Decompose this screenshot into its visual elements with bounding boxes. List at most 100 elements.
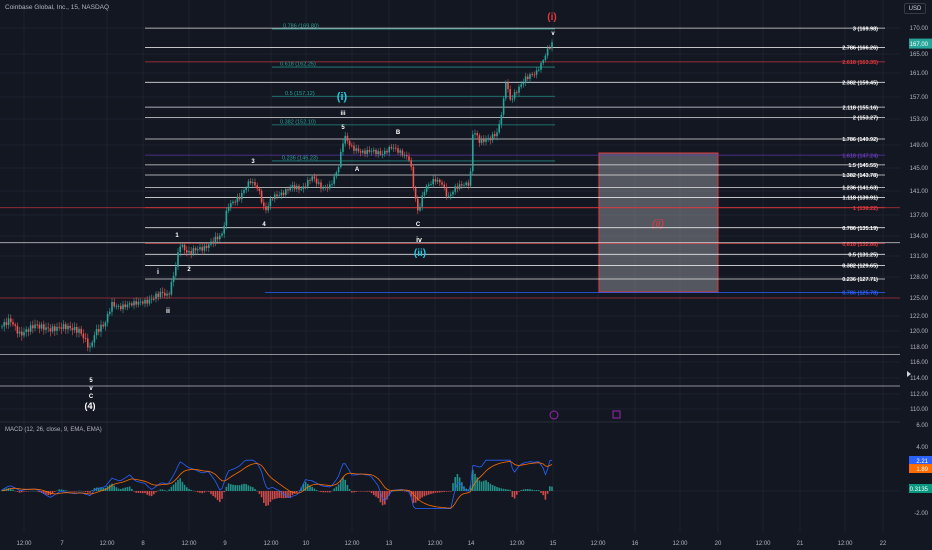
price-axis[interactable]: 170.00 165.00 161.00 157.00 153.00 149.00 145.… (909, 26, 932, 517)
macd-histogram-bar (205, 491, 208, 492)
candle-body (58, 326, 60, 328)
macd-histogram-bar (478, 480, 481, 491)
event-marker-icon[interactable] (549, 410, 559, 420)
candle-body (186, 250, 188, 253)
candle-body (241, 192, 243, 200)
macd-histogram-bar (117, 488, 120, 491)
macd-value-label: 2.21 (916, 459, 928, 465)
candle-body (128, 303, 131, 305)
last-price-label: 167.00 (910, 42, 929, 48)
time-tick-label: 12:00 (99, 541, 115, 547)
macd-histogram-bar (505, 489, 507, 491)
candle-body (36, 324, 38, 326)
macd-histogram-bar (282, 491, 285, 499)
wave-label: (i) (547, 12, 556, 23)
macd-tick-label: 6.00 (916, 423, 928, 429)
candle-body (285, 189, 287, 195)
candle-body (304, 186, 307, 188)
candle-body (309, 179, 311, 181)
macd-histogram-bar (531, 489, 533, 491)
time-tick-label: 12:00 (344, 541, 360, 547)
macd-histogram-bar (278, 491, 280, 498)
macd-histogram-bar (524, 489, 527, 491)
price-tick-label: 110.00 (910, 407, 929, 413)
wave-label: iii (340, 111, 345, 117)
candle-body (410, 160, 412, 167)
macd-histogram-bar (522, 489, 525, 491)
macd-histogram-bar (434, 491, 437, 493)
wave-label: B (396, 130, 401, 136)
fib-extension-label: 2 (153.27) (853, 116, 878, 122)
event-flag-icon[interactable] (612, 410, 621, 419)
fib-retracement-label: 0.786 (135.19) (842, 226, 878, 232)
candle-body (326, 186, 329, 189)
candle-body (230, 203, 232, 208)
scroll-right-icon[interactable] (907, 371, 911, 377)
macd-histogram-bar (216, 491, 219, 501)
macd-histogram-bar (144, 491, 146, 494)
candle-body (434, 179, 437, 182)
candle-body (89, 346, 91, 348)
macd-histogram-bar (421, 491, 423, 498)
macd-histogram-bar (430, 491, 432, 494)
candle-body (318, 182, 320, 184)
macd-histogram-bar (223, 491, 225, 493)
macd-histogram-bar (373, 491, 375, 496)
candle-body (199, 247, 201, 250)
macd-histogram-bar (386, 491, 388, 500)
candle-body (201, 247, 203, 251)
candle-body (93, 335, 96, 343)
macd-histogram-bar (166, 490, 168, 492)
macd-histogram-bar (322, 491, 324, 493)
price-tick-label: 118.00 (910, 345, 929, 351)
macd-histogram-bar (469, 485, 472, 491)
macd-histogram-bar (357, 491, 360, 492)
macd-histogram-bar (535, 489, 538, 491)
macd-histogram-bar (51, 491, 54, 494)
price-tick-label: 170.00 (910, 26, 929, 32)
macd-histogram-bar (111, 483, 113, 491)
candle-body (142, 301, 144, 304)
candle-body (478, 135, 481, 143)
macd-histogram-bar (425, 491, 428, 496)
macd-histogram-bar (324, 491, 327, 493)
currency-button[interactable]: USD (904, 3, 926, 14)
candle-body (489, 137, 492, 141)
candle-body (21, 331, 23, 336)
macd-histogram-bar (388, 491, 390, 496)
candle-body (245, 188, 247, 191)
macd-histogram-bar (458, 477, 461, 491)
price-tick-label: 141.00 (910, 189, 929, 195)
candle-body (342, 143, 344, 152)
macd-histogram-bar (190, 489, 192, 491)
candle-body (106, 313, 109, 323)
macd-value-label: 0.3135 (910, 487, 929, 493)
candle-body (399, 150, 401, 153)
fib-extension-label: 2.382 (159.45) (842, 81, 878, 87)
macd-histogram-bar (58, 489, 60, 491)
price-tick-label: 122.00 (910, 314, 929, 320)
macd-histogram-bar (340, 480, 342, 491)
macd-histogram-bar (89, 491, 91, 493)
macd-histogram-bar (238, 485, 241, 491)
candle-body (62, 324, 65, 329)
macd-histogram-bar (313, 488, 316, 491)
macd-value-badge (909, 456, 932, 465)
candle-body (159, 291, 162, 297)
fib-extension-label: 1.5 (145.55) (848, 163, 878, 169)
macd-histogram-bar (406, 491, 408, 492)
fib-extension-label: 2.786 (166.26) (842, 46, 878, 52)
time-tick-label: 12:00 (16, 541, 32, 547)
macd-histogram-bar (197, 491, 199, 493)
candle-body (500, 114, 503, 125)
candle-body (278, 195, 280, 197)
time-axis[interactable]: 12:00 7 12:00 8 12:00 9 12:00 10 12:00 13 12:00 14 1… (16, 541, 887, 547)
macd-histogram-bar (102, 487, 104, 491)
candle-body (544, 55, 547, 61)
macd-histogram-bar (485, 480, 487, 491)
candle-body (181, 244, 184, 247)
candle-body (549, 48, 551, 50)
candle-body (73, 326, 76, 331)
time-tick-label: 22 (880, 541, 887, 547)
